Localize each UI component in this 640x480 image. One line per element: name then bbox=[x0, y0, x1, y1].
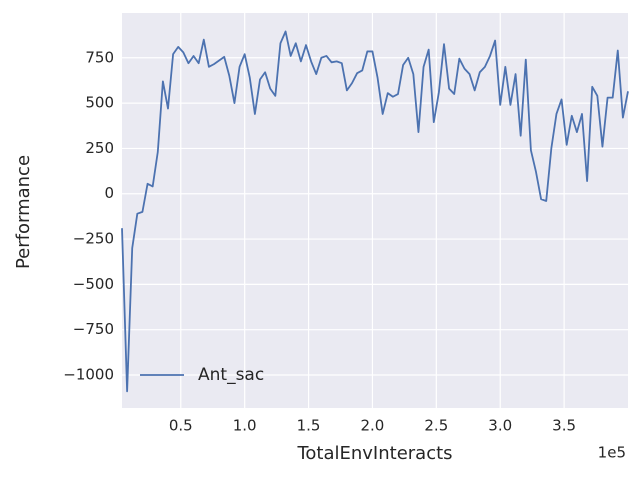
y-tick-label: 0 bbox=[104, 184, 114, 202]
y-tick-label: −250 bbox=[73, 230, 114, 248]
legend-label: Ant_sac bbox=[198, 365, 264, 385]
y-tick-label: 750 bbox=[85, 48, 114, 66]
y-tick-label: −1000 bbox=[63, 366, 114, 384]
x-tick-label: 2.0 bbox=[361, 417, 385, 435]
plot-area bbox=[122, 13, 628, 408]
x-tick-label: 1.0 bbox=[233, 417, 257, 435]
x-tick-label: 3.5 bbox=[552, 417, 576, 435]
x-tick-label: 1.5 bbox=[297, 417, 321, 435]
x-axis-label: TotalEnvInteracts bbox=[296, 443, 452, 464]
y-tick-label: 500 bbox=[85, 94, 114, 112]
x-tick-label: 0.5 bbox=[169, 417, 193, 435]
y-tick-label: 250 bbox=[85, 139, 114, 157]
x-tick-label: 2.5 bbox=[424, 417, 448, 435]
x-offset-label: 1e5 bbox=[598, 444, 626, 462]
y-tick-label: −750 bbox=[73, 320, 114, 338]
line-series bbox=[121, 30, 629, 393]
x-tick-label: 3.0 bbox=[488, 417, 512, 435]
y-tick-label: −500 bbox=[73, 275, 114, 293]
y-axis-label: Performance bbox=[13, 155, 34, 269]
